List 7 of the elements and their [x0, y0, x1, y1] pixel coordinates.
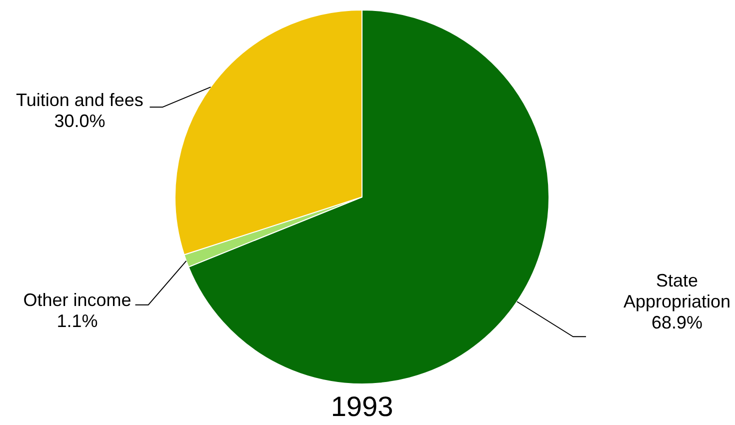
- slice-label: Tuition and fees: [16, 90, 144, 110]
- slice-label: Other income: [23, 290, 132, 310]
- data-label: 30.0%: [54, 111, 106, 132]
- data-label: 1.1%: [56, 310, 98, 331]
- text: 1993: [330, 391, 394, 422]
- slice-label: State Appropriation: [623, 270, 731, 312]
- data-label: 68.9%: [651, 312, 703, 333]
